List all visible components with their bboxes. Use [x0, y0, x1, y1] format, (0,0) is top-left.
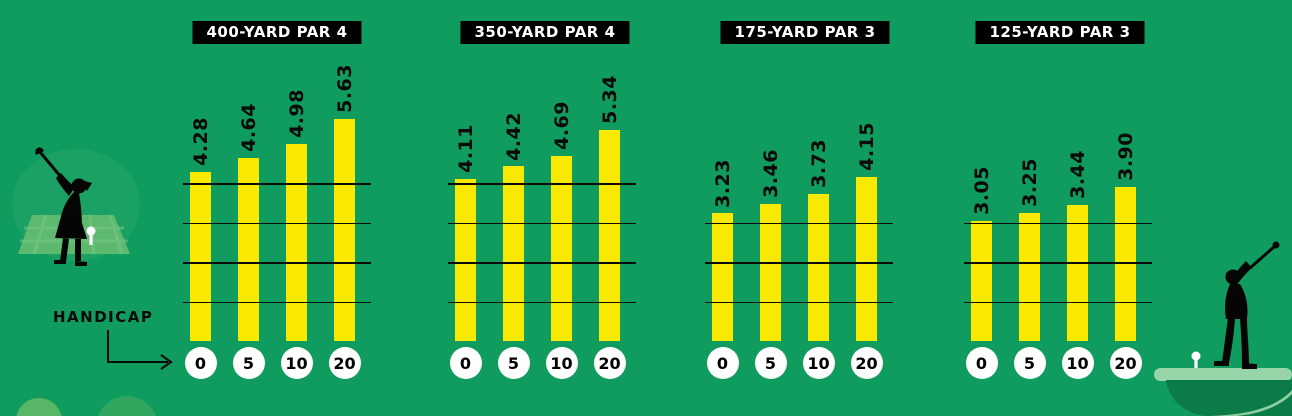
handicap-circle: 5	[1013, 347, 1046, 379]
bar-value-label: 5.63	[333, 63, 356, 113]
handicap-circle: 0	[449, 347, 482, 379]
chart-title: 350-YARD PAR 4	[460, 21, 630, 44]
handicap-circle: 10	[545, 347, 578, 379]
handicap-circle: 10	[1061, 347, 1094, 379]
bar: 4.11	[455, 124, 477, 341]
handicap-circle: 5	[232, 347, 265, 379]
chart-title: 175-YARD PAR 3	[720, 21, 890, 44]
bar: 3.44	[1067, 150, 1089, 341]
bar-value-label: 3.44	[1066, 150, 1089, 200]
chart-title: 125-YARD PAR 3	[975, 21, 1145, 44]
grid-line	[448, 222, 636, 225]
bar-value-label: 3.05	[970, 165, 993, 215]
handicap-circle: 10	[802, 347, 835, 379]
golfer-backswing-icon	[1214, 241, 1280, 369]
golfer-driving-icon	[12, 147, 140, 266]
grid-line	[964, 222, 1152, 225]
handicap-circle: 20	[1109, 347, 1142, 379]
handicap-circle: 20	[328, 347, 361, 379]
golfer-silhouette	[35, 147, 92, 266]
decorative-circle	[96, 396, 158, 416]
bar-value-label: 4.69	[550, 100, 573, 150]
bar: 5.34	[599, 75, 621, 341]
bar-value-label: 3.73	[807, 138, 830, 188]
grid-line	[964, 301, 1152, 304]
grid-line	[448, 301, 636, 304]
grid-line	[448, 183, 636, 185]
bar-value-label: 4.15	[855, 122, 878, 172]
bar-value-label: 4.28	[189, 117, 212, 166]
handicap-circle: 0	[184, 347, 217, 379]
handicap-circle: 5	[754, 347, 787, 379]
bar: 4.64	[238, 103, 260, 341]
decorative-circle	[16, 398, 62, 416]
chart-350-yard-par-4: 350-YARD PAR 4 4.11 0 4.42 5 4.69 10 5.34 20	[448, 0, 636, 416]
grid-line	[705, 222, 893, 225]
grid-line	[448, 262, 636, 264]
handicap-circle: 0	[706, 347, 739, 379]
bar: 4.42	[503, 112, 525, 341]
handicap-circle: 10	[280, 347, 313, 379]
handicap-circle: 20	[593, 347, 626, 379]
bar: 5.63	[334, 64, 356, 341]
golf-tee-icon	[1191, 351, 1201, 370]
bar: 3.25	[1019, 158, 1041, 341]
grid-line	[183, 301, 371, 304]
chart-125-yard-par-3: 125-YARD PAR 3 3.05 0 3.25 5 3.44 10 3.90 20	[964, 0, 1152, 416]
grid-line	[183, 262, 371, 264]
bar: 4.98	[286, 89, 308, 341]
chart-175-yard-par-3: 175-YARD PAR 3 3.23 0 3.46 5 3.73 10 4.15 20	[705, 0, 893, 416]
bar: 4.28	[190, 117, 212, 341]
bar-value-label: 3.25	[1018, 157, 1041, 207]
golfer-silhouette	[1214, 241, 1280, 369]
bar-value-label: 5.34	[598, 75, 621, 125]
bar-value-label: 3.46	[759, 149, 782, 199]
bar-value-label: 4.98	[285, 89, 308, 139]
bar: 3.23	[712, 159, 734, 341]
bar-value-label: 3.23	[711, 158, 734, 208]
bar: 3.05	[971, 166, 993, 341]
chart-400-yard-par-4: 400-YARD PAR 4 4.28 0 4.64 5 4.98 10 5.63 20	[183, 0, 371, 416]
handicap-circle: 5	[497, 347, 530, 379]
grid-line	[183, 222, 371, 225]
bar: 3.90	[1115, 132, 1137, 341]
bar: 4.15	[856, 122, 878, 341]
grid-line	[705, 301, 893, 304]
bar: 3.73	[808, 139, 830, 341]
grid-line	[183, 183, 371, 185]
bar: 4.69	[551, 101, 573, 341]
golf-tee-icon	[86, 226, 96, 245]
handicap-arrow-icon	[107, 330, 173, 370]
handicap-circle: 20	[850, 347, 883, 379]
grid-line	[705, 262, 893, 264]
handicap-circle: 0	[965, 347, 998, 379]
handicap-label: HANDICAP	[53, 308, 154, 326]
bar: 3.46	[760, 149, 782, 341]
bar-value-label: 3.90	[1114, 132, 1137, 181]
chart-title: 400-YARD PAR 4	[192, 21, 362, 44]
tee-box-platform	[1154, 351, 1292, 416]
grid-line	[964, 262, 1152, 264]
bar-value-label: 4.11	[454, 123, 477, 173]
bar-value-label: 4.64	[237, 102, 260, 152]
bar-value-label: 4.42	[502, 111, 525, 161]
